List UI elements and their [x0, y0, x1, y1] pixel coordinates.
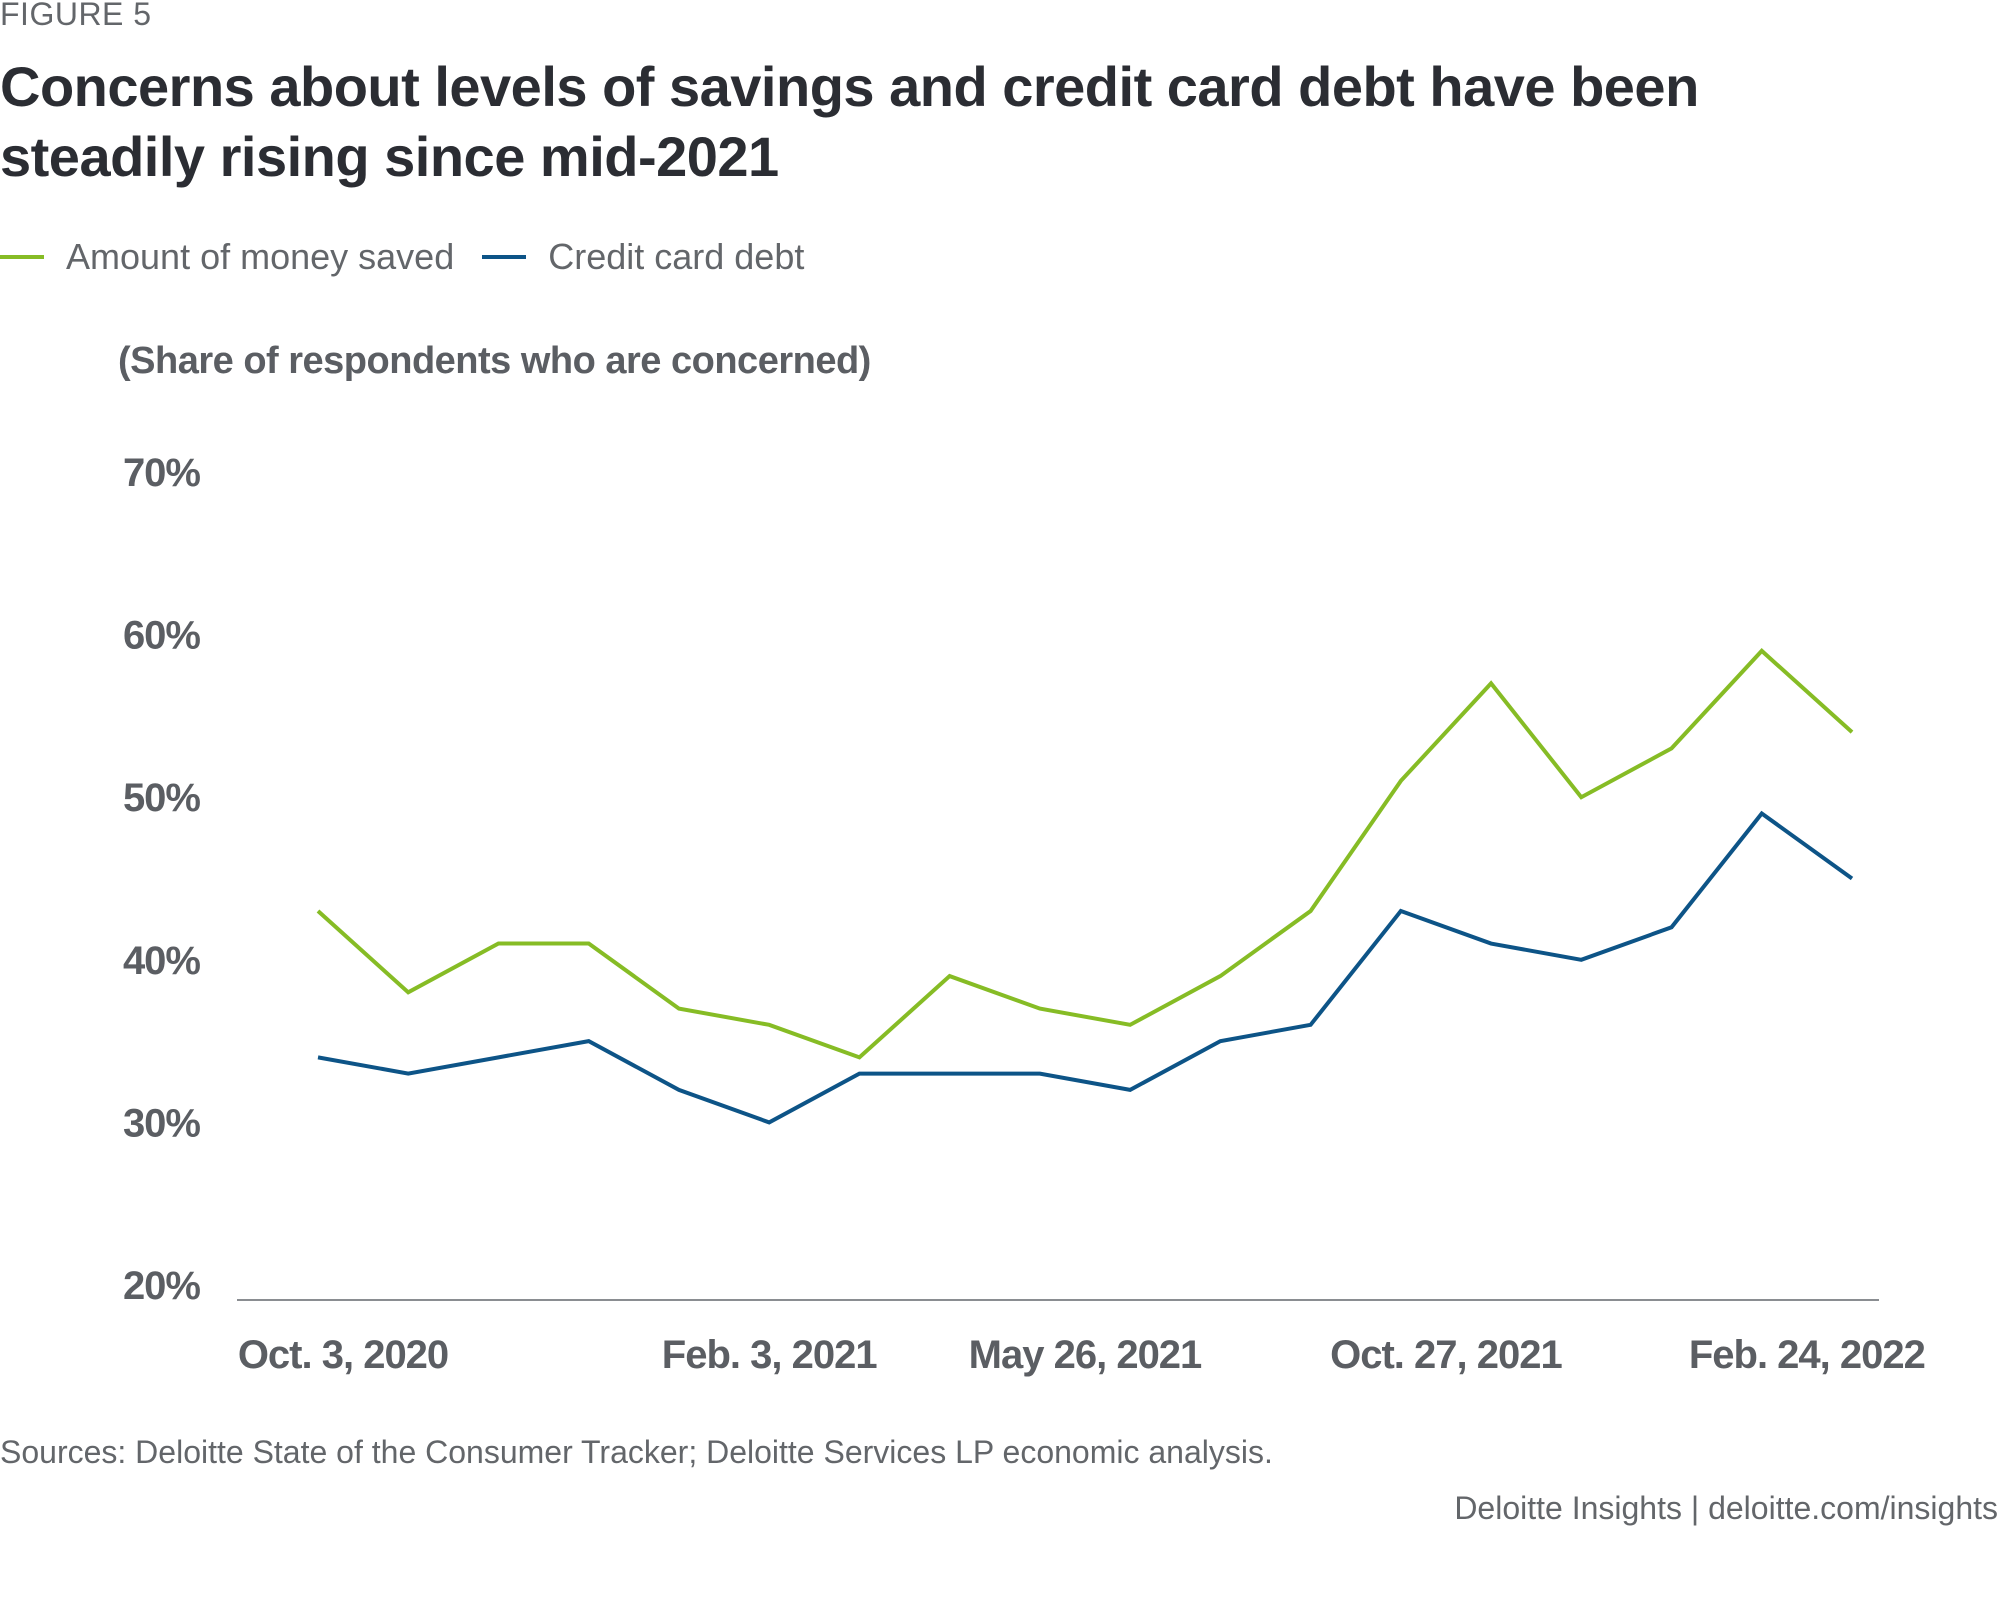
y-tick-label: 50% — [123, 776, 200, 820]
chart-title: Concerns about levels of savings and cre… — [0, 55, 1699, 188]
y-tick-label: 30% — [123, 1101, 200, 1145]
x-tick-label: Oct. 3, 2020 — [238, 1333, 448, 1377]
legend-label-credit: Credit card debt — [548, 236, 805, 277]
y-tick-label: 60% — [123, 614, 200, 658]
y-axis-label: (Share of respondents who are concerned) — [118, 340, 871, 382]
y-ticks: 70% 60% 50% 40% 30% 20% — [123, 451, 201, 1308]
legend-label-savings: Amount of money saved — [66, 236, 455, 277]
y-tick-label: 20% — [123, 1264, 200, 1308]
x-tick-label: Feb. 3, 2021 — [662, 1333, 878, 1377]
figure-label: FIGURE 5 — [0, 0, 152, 32]
y-tick-label: 70% — [123, 451, 200, 495]
legend-swatch-credit — [482, 255, 527, 259]
series-line-money-saved — [316, 648, 1854, 1060]
x-tick-label: Feb. 24, 2022 — [1689, 1333, 1925, 1377]
legend-swatch-savings — [0, 255, 44, 259]
x-tick-label: May 26, 2021 — [969, 1333, 1202, 1377]
legend-item-credit: Credit card debt — [482, 236, 804, 278]
y-tick-label: 40% — [123, 939, 200, 983]
legend: Amount of money saved Credit card debt — [0, 236, 832, 278]
x-ticks: Oct. 3, 2020 Feb. 3, 2021 May 26, 2021 Oct.… — [238, 1333, 1926, 1377]
legend-item-savings: Amount of money saved — [0, 236, 454, 278]
series-lines — [316, 648, 1854, 1125]
x-tick-label: Oct. 27, 2021 — [1330, 1333, 1562, 1377]
credit-line: Deloitte Insights | deloitte.com/insight… — [1454, 1490, 1998, 1526]
source-note: Sources: Deloitte State of the Consumer … — [0, 1434, 1273, 1470]
series-line-credit-card-debt — [317, 810, 1854, 1125]
